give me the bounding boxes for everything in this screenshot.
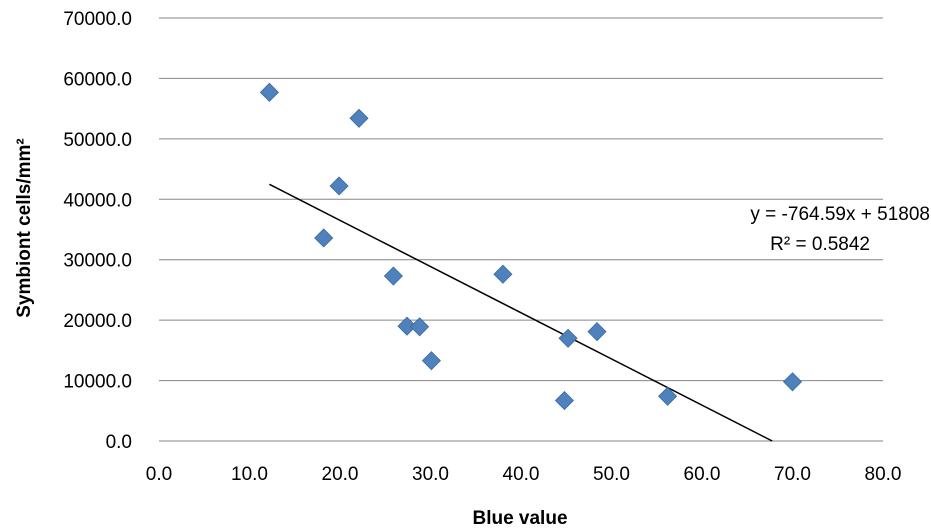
x-axis-title: Blue value bbox=[472, 508, 567, 529]
y-axis-title: Symbiont cells/mm² bbox=[14, 138, 35, 318]
data-point bbox=[782, 372, 803, 392]
y-tick-label: 0.0 bbox=[106, 432, 132, 453]
y-tick-label: 60000.0 bbox=[63, 69, 132, 90]
x-tick-labels: 0.0 10.0 20.0 30.0 40.0 50.0 60.0 70.0 80.0 bbox=[146, 464, 902, 485]
y-tick-labels: 0.0 10000.0 20000.0 30000.0 40000.0 50000.0 60… bbox=[63, 9, 132, 453]
x-tick-label: 20.0 bbox=[322, 464, 359, 485]
data-point bbox=[397, 316, 417, 336]
data-point bbox=[329, 176, 349, 196]
x-tick-label: 40.0 bbox=[503, 464, 540, 485]
gridlines bbox=[159, 17, 883, 382]
y-tick-label: 10000.0 bbox=[63, 372, 132, 393]
data-point bbox=[554, 390, 575, 411]
data-point bbox=[658, 386, 678, 406]
data-points bbox=[259, 82, 803, 411]
trendline bbox=[269, 183, 773, 442]
x-tick-label: 0.0 bbox=[146, 464, 172, 485]
x-tick-label: 10.0 bbox=[231, 464, 268, 485]
x-tick-label: 30.0 bbox=[412, 464, 449, 485]
data-point bbox=[421, 351, 441, 371]
data-point bbox=[383, 266, 403, 286]
data-point bbox=[314, 228, 334, 248]
y-tick-label: 30000.0 bbox=[63, 251, 132, 272]
y-tick-label: 40000.0 bbox=[63, 190, 132, 211]
data-point bbox=[259, 82, 279, 102]
data-point bbox=[558, 328, 578, 348]
y-tick-label: 70000.0 bbox=[63, 9, 132, 30]
data-point bbox=[349, 108, 369, 128]
x-tick-label: 60.0 bbox=[684, 464, 721, 485]
trendline-r-squared: R² = 0.5842 bbox=[770, 234, 870, 255]
x-tick-label: 70.0 bbox=[774, 464, 811, 485]
data-point bbox=[493, 264, 513, 284]
x-tick-label: 80.0 bbox=[865, 464, 902, 485]
trendline-group bbox=[269, 183, 773, 442]
y-tick-label: 50000.0 bbox=[63, 130, 132, 151]
data-point bbox=[587, 322, 607, 342]
y-tick-label: 20000.0 bbox=[63, 311, 132, 332]
trendline-equation: y = -764.59x + 51808 bbox=[750, 204, 930, 225]
data-point bbox=[410, 317, 430, 337]
x-tick-label: 50.0 bbox=[593, 464, 630, 485]
